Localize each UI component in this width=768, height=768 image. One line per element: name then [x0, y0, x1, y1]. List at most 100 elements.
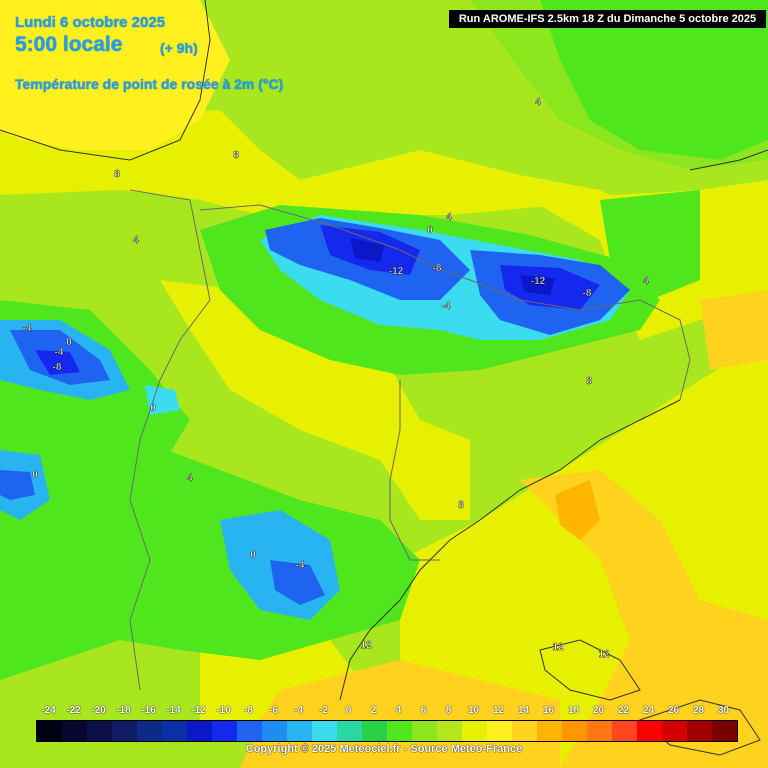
- isoline-label: 0: [32, 470, 38, 481]
- zone-blue-far-west: [0, 470, 35, 500]
- colorbar-label: 2: [370, 705, 377, 716]
- zone-orange-sea: [520, 470, 768, 768]
- colorbar-label: -24: [41, 705, 56, 716]
- colorbar-swatch: [162, 721, 187, 741]
- colorbar-label: 6: [420, 705, 427, 716]
- colorbar-swatch: [687, 721, 712, 741]
- colorbar-label: -22: [66, 705, 81, 716]
- colorbar-label: 26: [667, 705, 680, 716]
- zone-orange-deep: [555, 480, 600, 540]
- copyright-text: Copyright © 2025 Meteociel.fr - Source M…: [245, 743, 523, 755]
- colorbar-swatch: [712, 721, 737, 741]
- colorbar-label: -10: [216, 705, 231, 716]
- zone-yellow-central: [160, 280, 470, 520]
- colorbar: [36, 720, 738, 742]
- colorbar-label: -20: [91, 705, 106, 716]
- isoline-label: -12: [389, 266, 404, 277]
- zone-darkest-2: [520, 275, 555, 295]
- colorbar-label: 20: [592, 705, 605, 716]
- colorbar-swatch: [187, 721, 212, 741]
- isoline-label: 12: [552, 642, 564, 653]
- zone-yellow-coast: [0, 0, 230, 150]
- colorbar-label: 12: [492, 705, 505, 716]
- isoline-label: 4: [535, 97, 541, 108]
- coast-line-baleares: [539, 639, 641, 701]
- colorbar-swatch: [212, 721, 237, 741]
- colorbar-swatch: [312, 721, 337, 741]
- isoline-label: -4: [296, 560, 305, 571]
- colorbar-swatch: [62, 721, 87, 741]
- colorbar-swatch: [512, 721, 537, 741]
- border-line-central: [389, 380, 440, 561]
- coast-line-east: [339, 399, 681, 701]
- colorbar-swatch: [487, 721, 512, 741]
- colorbar-swatch: [112, 721, 137, 741]
- isoline-label: -12: [531, 276, 546, 287]
- isoline-label: 0: [66, 337, 72, 348]
- coast-line-island: [689, 149, 768, 171]
- isoline-label: 4: [643, 276, 649, 287]
- border-line-pyrenees: [199, 204, 691, 401]
- isoline-label: 4: [187, 473, 193, 484]
- coast-line-north: [0, 0, 211, 161]
- isoline-label: -4: [23, 323, 32, 334]
- colorbar-swatch: [137, 721, 162, 741]
- colorbar-swatch: [87, 721, 112, 741]
- forecast-time: 5:00 locale: [15, 33, 123, 56]
- colorbar-label: 16: [542, 705, 555, 716]
- colorbar-swatch: [587, 721, 612, 741]
- colorbar-label: 30: [717, 705, 730, 716]
- forecast-offset: (+ 9h): [160, 40, 198, 56]
- colorbar-swatch: [262, 721, 287, 741]
- colorbar-swatch: [562, 721, 587, 741]
- isoline-label: 0: [250, 550, 256, 561]
- isoline-label: 4: [133, 235, 139, 246]
- colorbar-swatch: [287, 721, 312, 741]
- isoline-label: 0: [427, 225, 433, 236]
- colorbar-swatch: [537, 721, 562, 741]
- colorbar-label: -12: [191, 705, 206, 716]
- zone-cyan-spot: [145, 385, 180, 415]
- isoline-label: -4: [55, 347, 64, 358]
- colorbar-swatch: [387, 721, 412, 741]
- isoline-label: 0: [150, 403, 156, 414]
- isoline-label: 12: [360, 640, 372, 651]
- colorbar-label: 24: [642, 705, 655, 716]
- isoline-label: -8: [433, 263, 442, 274]
- border-line-interior: [129, 189, 211, 691]
- isoline-label: 12: [598, 649, 610, 660]
- isoline-label: -4: [442, 301, 451, 312]
- colorbar-label: -14: [166, 705, 181, 716]
- colorbar-label: -6: [269, 705, 278, 716]
- colorbar-swatch: [662, 721, 687, 741]
- colorbar-label: 28: [692, 705, 705, 716]
- colorbar-swatch: [37, 721, 62, 741]
- zone-green-north: [540, 0, 768, 160]
- isoline-label: -8: [53, 362, 62, 373]
- colorbar-swatch: [437, 721, 462, 741]
- colorbar-label: 18: [567, 705, 580, 716]
- colorbar-swatch: [612, 721, 637, 741]
- colorbar-label: -2: [319, 705, 328, 716]
- colorbar-swatch: [237, 721, 262, 741]
- zone-green-south: [0, 430, 420, 680]
- zone-orange-east: [700, 290, 768, 370]
- colorbar-swatch: [637, 721, 662, 741]
- isoline-label: 8: [458, 500, 464, 511]
- colorbar-label: 0: [345, 705, 352, 716]
- zone-deep-blue-west: [35, 350, 80, 375]
- isoline-label: 8: [114, 169, 120, 180]
- colorbar-label: -8: [244, 705, 253, 716]
- isoline-label: 8: [233, 150, 239, 161]
- colorbar-labels: -24 -22 -20 -18 -16 -14 -12 -10 -8 -6 -4 -2 0 2 4 6 8 10 1…: [30, 705, 730, 719]
- colorbar-label: -4: [294, 705, 303, 716]
- isoline-label: 4: [446, 212, 452, 223]
- colorbar-label: 14: [517, 705, 530, 716]
- colorbar-label: 8: [445, 705, 452, 716]
- colorbar-label: 22: [617, 705, 630, 716]
- colorbar-label: 4: [395, 705, 402, 716]
- isoline-label: 8: [586, 376, 592, 387]
- isoline-label: -8: [583, 288, 592, 299]
- run-info-banner: Run AROME-IFS 2.5km 18 Z du Dimanche 5 o…: [449, 10, 766, 28]
